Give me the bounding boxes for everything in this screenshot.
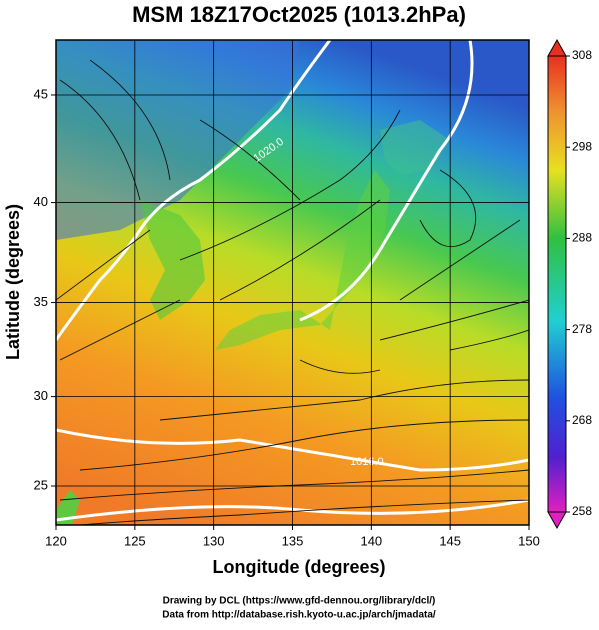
x-axis-label: Longitude (degrees)	[212, 557, 385, 577]
y-axis-label: Latitude (degrees)	[3, 204, 23, 360]
y-tick-label: 35	[34, 294, 48, 309]
colorbar	[547, 55, 567, 513]
x-tick-label: 130	[203, 533, 225, 548]
x-tick-label: 150	[518, 533, 540, 548]
colorbar-tick-label: 258	[572, 504, 592, 518]
x-tick-label: 140	[360, 533, 382, 548]
streamlines	[56, 59, 529, 525]
y-tick-label: 30	[34, 388, 48, 403]
credit: Drawing by DCL (https://www.gfd-dennou.o…	[163, 596, 436, 607]
title: MSM 18Z17Oct2025 (1013.2hPa)	[132, 2, 466, 27]
contour-label: 1016.0	[350, 456, 384, 468]
isobars	[56, 40, 529, 522]
plot-frame	[55, 39, 530, 526]
x-tick-label: 120	[45, 533, 67, 548]
colorbar-tick-label: 308	[572, 48, 592, 62]
cold-region	[56, 40, 300, 240]
y-tick-label: 40	[34, 194, 48, 209]
y-tick-label: 25	[34, 477, 48, 492]
colorbar-tick-label: 268	[572, 413, 592, 427]
colorbar-tick-label: 278	[572, 322, 592, 336]
colorbar-max-arrow	[547, 38, 567, 57]
credit: Data from http://database.rish.kyoto-u.a…	[162, 610, 436, 621]
colorbar-min-arrow	[547, 511, 567, 530]
x-tick-label: 125	[124, 533, 146, 548]
honshu	[215, 170, 390, 350]
x-tick-label: 135	[282, 533, 304, 548]
colorbar-tick-label: 288	[572, 231, 592, 245]
y-tick-label: 45	[34, 86, 48, 101]
x-tick-label: 145	[439, 533, 461, 548]
korea	[140, 200, 205, 320]
colorbar-tick-label: 298	[572, 139, 592, 153]
